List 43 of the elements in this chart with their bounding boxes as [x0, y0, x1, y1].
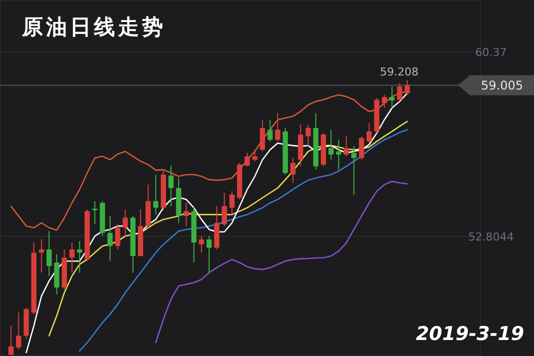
line-series — [78, 129, 408, 352]
candlestick — [184, 202, 189, 227]
candlestick — [8, 325, 14, 356]
candlestick — [115, 224, 120, 250]
candlestick — [244, 152, 250, 167]
candlestick — [76, 240, 82, 274]
candlestick — [222, 192, 227, 227]
ref-line-label: 59.005 — [481, 78, 523, 93]
candlestick — [389, 86, 395, 109]
candlestick — [328, 129, 334, 160]
candlestick — [351, 146, 356, 196]
y-tick-label: 52.8044 — [468, 230, 514, 244]
candlestick — [153, 174, 158, 216]
line-series — [155, 180, 408, 344]
candlestick — [38, 238, 44, 274]
candlestick — [122, 208, 128, 237]
candlestick — [252, 149, 258, 162]
y-tick-label: 60.37 — [475, 46, 507, 59]
candlestick — [267, 119, 273, 142]
candlestick — [168, 165, 174, 207]
text: 2019-3-19 — [416, 323, 524, 345]
candlestick — [275, 112, 280, 142]
candlestick — [397, 82, 402, 102]
candlestick — [366, 122, 372, 144]
candlestick — [69, 242, 75, 274]
candlestick — [92, 200, 98, 225]
candlestick — [382, 94, 387, 109]
candlestick — [260, 119, 266, 152]
annotation: 59.208 — [380, 65, 418, 78]
candlestick — [107, 216, 113, 262]
candlestick — [306, 124, 311, 147]
candlestick — [16, 312, 22, 350]
candlestick — [358, 136, 364, 160]
candlestick — [206, 236, 212, 274]
candlestick — [229, 190, 235, 217]
candlestick — [198, 236, 204, 254]
line-series — [48, 120, 408, 336]
candlestick — [404, 80, 410, 96]
candlestick — [344, 136, 349, 157]
candlestick — [290, 158, 296, 184]
candlestick — [336, 139, 342, 170]
candlestick — [46, 230, 52, 277]
text: 原油日线走势 — [21, 15, 166, 39]
